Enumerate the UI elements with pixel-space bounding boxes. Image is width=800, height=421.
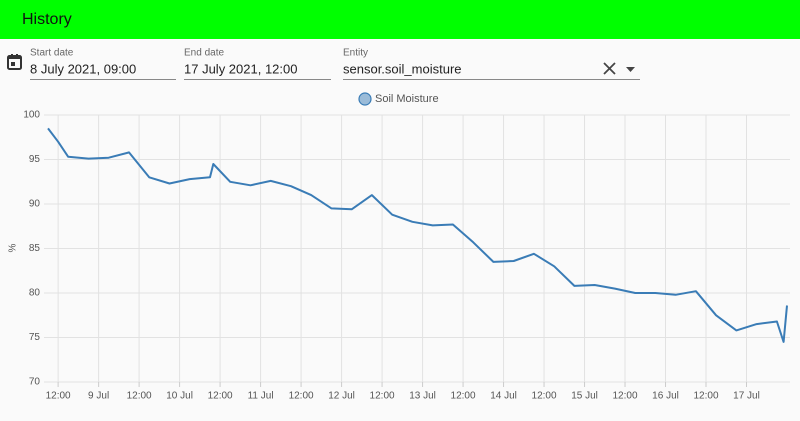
field-value: 17 July 2021, 12:00 (184, 61, 297, 76)
x-tick-label: 12:00 (613, 391, 638, 402)
x-tick-label: 13 Jul (409, 391, 436, 402)
y-tick-label: 80 (29, 288, 41, 299)
y-tick-label: 70 (29, 377, 41, 388)
x-tick-label: 12:00 (370, 391, 395, 402)
y-tick-label: 100 (23, 110, 40, 121)
legend-swatch (358, 92, 372, 106)
x-tick-label: 12:00 (127, 391, 152, 402)
x-tick-label: 12:00 (451, 391, 476, 402)
field-value: 8 July 2021, 09:00 (30, 61, 136, 76)
x-tick-label: 11 Jul (248, 391, 274, 402)
x-tick-label: 12:00 (532, 391, 557, 402)
y-tick-label: 85 (29, 243, 41, 254)
field-label: Start date (30, 48, 74, 59)
field-label: End date (184, 48, 224, 59)
x-tick-label: 9 Jul (88, 391, 109, 402)
field-label: Entity (343, 48, 368, 59)
legend-label: Soil Moisture (375, 93, 439, 105)
x-tick-label: 12:00 (693, 391, 718, 402)
dropdown-arrow[interactable] (626, 67, 635, 72)
field-value: sensor.soil_moisture (343, 61, 462, 76)
x-tick-label: 15 Jul (571, 391, 598, 402)
y-tick-label: 75 (29, 332, 41, 343)
x-tick-label: 12:00 (46, 391, 71, 402)
y-axis-label: % (8, 243, 19, 252)
x-tick-label: 12 Jul (328, 391, 355, 402)
x-tick-label: 12:00 (289, 391, 314, 402)
x-tick-label: 17 Jul (733, 391, 760, 402)
x-tick-label: 12:00 (208, 391, 233, 402)
y-tick-label: 90 (29, 199, 41, 210)
app-header (0, 0, 800, 39)
entity-field[interactable]: Entity sensor.soil_moisture (343, 48, 640, 80)
x-tick-label: 16 Jul (652, 391, 679, 402)
x-tick-label: 14 Jul (490, 391, 517, 402)
end-date-field[interactable]: End date 17 July 2021, 12:00 (184, 48, 331, 80)
clear-button[interactable] (603, 62, 616, 75)
data-line (47, 127, 788, 343)
calendar-icon[interactable] (7, 54, 22, 70)
legend[interactable]: Soil Moisture (358, 92, 439, 106)
start-date-field[interactable]: Start date 8 July 2021, 09:00 (30, 48, 176, 80)
header-title: History (22, 11, 72, 28)
y-tick-label: 95 (29, 154, 41, 165)
x-tick-label: 10 Jul (166, 391, 193, 402)
plot-area: 70 75 80 85 90 95 100 12:00 9 Jul 12:00 10 Jul 12:0… (23, 110, 790, 402)
